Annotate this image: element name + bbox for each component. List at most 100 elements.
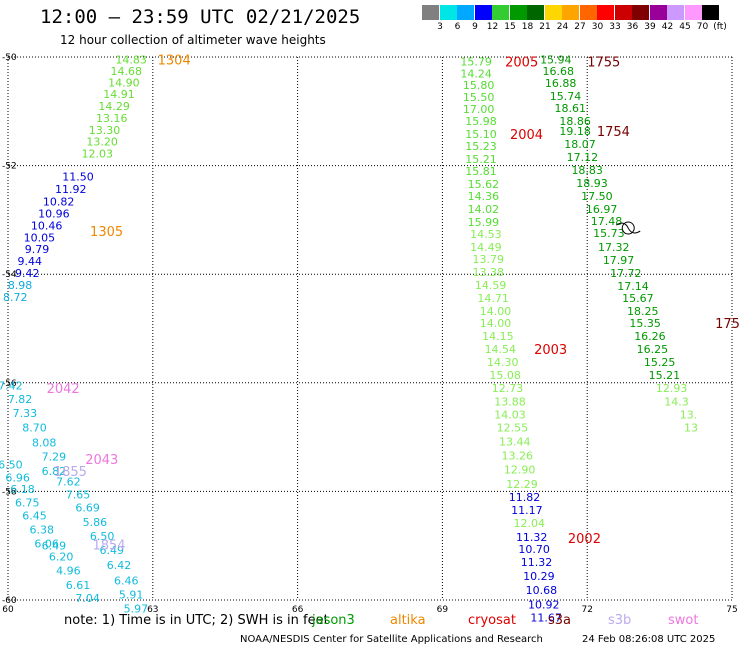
- colorbar-swatch: [527, 5, 544, 20]
- colorbar-swatch: [474, 5, 492, 20]
- wave-height-value: 13.: [680, 408, 698, 421]
- wave-height-value: 17.32: [598, 241, 630, 254]
- wave-height-value: 12.03: [82, 148, 114, 161]
- track-segment: 11.5011.9210.8210.9610.4610.059.799.449.…: [15, 170, 94, 280]
- pass-time-label: 1305: [90, 225, 123, 240]
- wave-height-value: 15.73: [593, 227, 625, 240]
- wave-height-value: 15.08: [489, 369, 521, 382]
- lon-tick-label: 60: [2, 605, 14, 615]
- wave-height-value: 15.79: [460, 55, 492, 68]
- wave-height-value: 13.38: [473, 266, 505, 279]
- wave-height-value: 17.48: [591, 215, 623, 228]
- colorbar-swatch: [439, 5, 457, 20]
- wave-height-value: 12.73: [492, 382, 524, 395]
- colorbar-swatch: [544, 5, 562, 20]
- wave-height-value: 16.97: [586, 203, 618, 216]
- wave-height-value: 7.29: [42, 451, 67, 464]
- wave-height-value: 14.53: [470, 228, 502, 241]
- wave-height-value: 13.30: [89, 124, 121, 137]
- wave-height-value: 14.24: [460, 67, 492, 80]
- wave-height-value: 16.26: [634, 330, 666, 343]
- wave-height-value: 14.02: [468, 203, 500, 216]
- wave-height-value: 9.42: [15, 267, 40, 280]
- pass-time-label: 2043: [85, 453, 118, 468]
- wave-height-value: 14.83: [115, 54, 147, 67]
- colorbar-label: 70: [696, 22, 709, 32]
- pass-time-label: 2002: [568, 532, 601, 547]
- wave-height-value: 6.61: [66, 579, 91, 592]
- wave-height-value: 18.07: [564, 138, 596, 151]
- track-segment: 12.04: [514, 517, 546, 530]
- wave-height-value: 15.94: [540, 54, 572, 67]
- colorbar-swatch: [667, 5, 684, 20]
- wave-height-value: 14.59: [475, 279, 507, 292]
- wave-height-value: 14.29: [98, 100, 130, 113]
- wave-height-value: 15.62: [468, 178, 500, 191]
- wave-height-value: 14.15: [482, 330, 514, 343]
- colorbar-swatch: [702, 5, 719, 20]
- wave-height-value: 15.50: [463, 91, 495, 104]
- wave-height-value: 14.00: [480, 305, 512, 318]
- wave-height-value: 10.96: [38, 207, 70, 220]
- wave-height-value: 4.96: [56, 565, 81, 578]
- wave-height-value: 8.70: [22, 421, 47, 434]
- wave-height-value: 18.25: [627, 305, 659, 318]
- wave-height-value: 14.68: [111, 65, 143, 78]
- colorbar-swatch: [614, 5, 632, 20]
- wave-height-value: 14.54: [485, 343, 517, 356]
- map-grid: [7, 56, 733, 601]
- lat-tick-label: -50: [2, 53, 17, 63]
- map-tick-labels: 60 63 66 69 72 75 -50 -52 -54 -56 -58 -60: [2, 53, 738, 615]
- pass-time-label: 1755: [587, 55, 620, 70]
- storm-symbol: [615, 221, 641, 235]
- wave-height-value: 11.50: [62, 170, 94, 183]
- wave-height-value: 13: [684, 421, 698, 434]
- wave-height-value: 11.67: [530, 611, 562, 624]
- wave-height-value: 7.62: [56, 476, 81, 489]
- pass-time-label: 2004: [510, 128, 543, 143]
- wave-height-value: 11.32: [521, 556, 553, 569]
- colorbar-label: 3: [437, 22, 443, 32]
- wave-height-value: 16.68: [542, 65, 574, 78]
- wave-height-value: 11.82: [509, 491, 541, 504]
- wave-height-value: 6.75: [15, 496, 40, 509]
- wave-height-value: 8.08: [32, 437, 57, 450]
- wave-height-value: 14.71: [477, 292, 509, 305]
- wave-height-value: 13.26: [501, 450, 533, 463]
- mission-legend-s3b: s3b: [608, 613, 632, 628]
- wave-height-value: 6.50: [90, 530, 115, 543]
- wave-height-value: 14.00: [480, 317, 512, 330]
- wave-height-value: 15.10: [465, 128, 497, 141]
- wave-height-value: 14.91: [103, 88, 135, 101]
- colorbar-swatch: [492, 5, 509, 20]
- colorbar-label: 30: [591, 22, 604, 32]
- track-segment: 7.427.827.338.70 8.087.296.827.627.656.69…: [0, 380, 148, 616]
- wave-height-value: 14.49: [470, 241, 502, 254]
- colorbar-label: 15: [504, 22, 516, 32]
- wave-height-value: 12.29: [506, 478, 538, 491]
- colorbar-swatch: [649, 5, 667, 20]
- colorbar-label: 9: [472, 22, 478, 32]
- colorbar-swatch: [457, 5, 474, 20]
- wave-height-value: 12.55: [497, 421, 529, 434]
- pass-time-label: 175: [715, 317, 740, 332]
- lon-tick-label: 72: [581, 605, 592, 615]
- lon-tick-label: 69: [437, 605, 449, 615]
- wave-height-value: 7.42: [0, 380, 23, 393]
- mission-legend-altika: altika: [390, 613, 426, 628]
- wave-height-value: 15.74: [550, 90, 582, 103]
- wave-height-value: 17.12: [567, 151, 599, 164]
- lat-tick-label: -58: [2, 487, 17, 497]
- lon-tick-label: 63: [147, 605, 158, 615]
- pass-time-label: 2005: [505, 55, 538, 70]
- altimeter-tracks: 14.8314.6814.9014.9114.2913.1613.3013.20…: [0, 54, 698, 625]
- wave-height-value: 14.36: [468, 190, 500, 203]
- wave-height-value: 14.03: [494, 408, 526, 421]
- lon-tick-label: 66: [292, 605, 304, 615]
- mission-legend-swot: swot: [668, 613, 699, 628]
- colorbar-label: 24: [556, 22, 569, 32]
- pass-time-label: 1854: [92, 539, 125, 554]
- note-text: note: 1) Time is in UTC; 2) SWH is in fe…: [64, 613, 329, 628]
